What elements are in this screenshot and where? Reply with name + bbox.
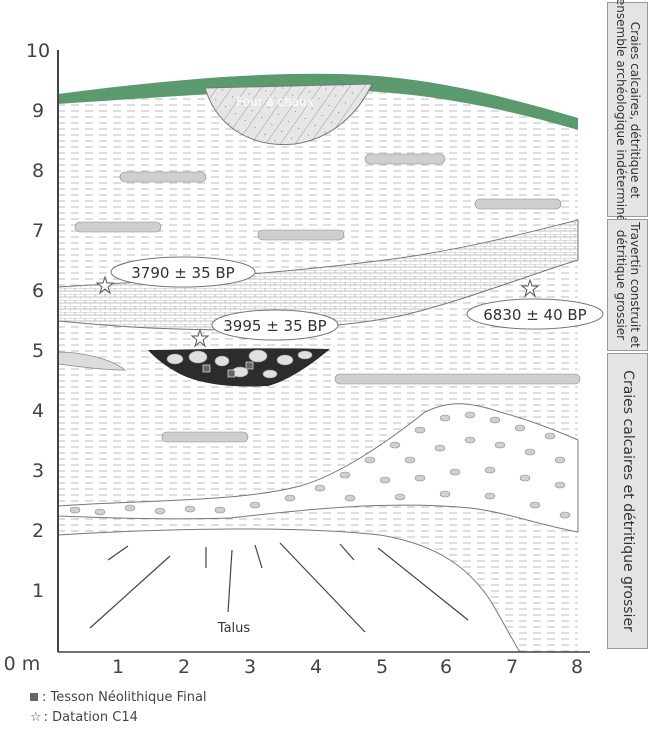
legend-sherd: : Tesson Néolithique Final bbox=[30, 690, 207, 705]
lime-kiln-label: Four à chaux bbox=[236, 95, 314, 109]
y-tick-4: 4 bbox=[32, 400, 44, 422]
grass-surface bbox=[58, 73, 578, 130]
x-tick-8: 8 bbox=[571, 656, 583, 678]
x-tick-1: 1 bbox=[112, 656, 124, 678]
y-tick-5: 5 bbox=[32, 340, 44, 362]
y-tick-7: 7 bbox=[32, 220, 44, 242]
y-tick-0m: 0 m bbox=[4, 653, 41, 675]
dating-callout-3: 6830 ± 40 BP bbox=[466, 298, 604, 330]
side-panel-middle-line1: Travertin construit et bbox=[627, 222, 642, 348]
side-panel-bottom-text: Craies calcaires et détritique grossier bbox=[619, 370, 636, 632]
left-lens bbox=[57, 351, 127, 371]
gravel-stones bbox=[69, 411, 571, 519]
side-panel-middle: Travertin construit et détritique grossi… bbox=[607, 219, 648, 351]
x-tick-7: 7 bbox=[506, 656, 518, 678]
dating-callout-1-text: 3790 ± 35 BP bbox=[131, 264, 234, 282]
star-icon bbox=[190, 328, 210, 348]
y-tick-1: 1 bbox=[32, 580, 44, 602]
dating-callout-1: 3790 ± 35 BP bbox=[110, 256, 256, 288]
side-panel-top: Craies calcaires, détritique et ensemble… bbox=[607, 0, 648, 222]
x-tick-2: 2 bbox=[178, 656, 190, 678]
side-panel-middle-line2: détritique grossier bbox=[613, 229, 628, 341]
x-tick-4: 4 bbox=[310, 656, 322, 678]
talus-zone bbox=[57, 528, 521, 653]
sherd-markers bbox=[202, 361, 254, 378]
x-axis-tick-labels: 1 2 3 4 5 6 7 8 bbox=[112, 656, 583, 678]
star-icon bbox=[520, 278, 540, 298]
side-panel-bottom: Craies calcaires et détritique grossier bbox=[607, 353, 648, 649]
talus-label: Talus bbox=[217, 621, 251, 636]
talus-lines bbox=[89, 542, 469, 633]
dating-callout-3-text: 6830 ± 40 BP bbox=[483, 306, 586, 324]
star-icon bbox=[95, 275, 115, 295]
travertine-band bbox=[57, 219, 579, 331]
star-icon: ☆ bbox=[30, 710, 42, 725]
y-tick-8: 8 bbox=[32, 160, 44, 182]
legend-c14: ☆: Datation C14 bbox=[30, 710, 138, 725]
dating-callout-2-text: 3995 ± 35 BP bbox=[223, 317, 326, 335]
y-tick-9: 9 bbox=[32, 100, 44, 122]
gravel-mass bbox=[57, 403, 579, 533]
x-tick-3: 3 bbox=[244, 656, 256, 678]
y-tick-3: 3 bbox=[32, 460, 44, 482]
gravel-lenses bbox=[74, 153, 581, 443]
x-tick-5: 5 bbox=[376, 656, 388, 678]
y-tick-2: 2 bbox=[32, 520, 44, 542]
legend-c14-text: : Datation C14 bbox=[43, 710, 138, 725]
lime-kiln bbox=[204, 83, 373, 146]
side-panel-top-line1: Craies calcaires, détritique et bbox=[627, 21, 642, 198]
legend-sherd-text: : Tesson Néolithique Final bbox=[42, 690, 207, 705]
y-tick-6: 6 bbox=[32, 280, 44, 302]
y-axis-tick-labels: 10 9 8 7 6 5 4 3 2 1 0 m bbox=[4, 40, 50, 675]
c14-stars bbox=[95, 275, 540, 348]
x-tick-6: 6 bbox=[440, 656, 452, 678]
side-panel-top-line2: ensemble archéologique indéterminé bbox=[613, 0, 628, 222]
pebble-lens-stones bbox=[166, 349, 313, 379]
y-tick-10: 10 bbox=[26, 40, 50, 62]
dating-callout-2: 3995 ± 35 BP bbox=[211, 309, 339, 341]
square-icon bbox=[30, 693, 38, 701]
